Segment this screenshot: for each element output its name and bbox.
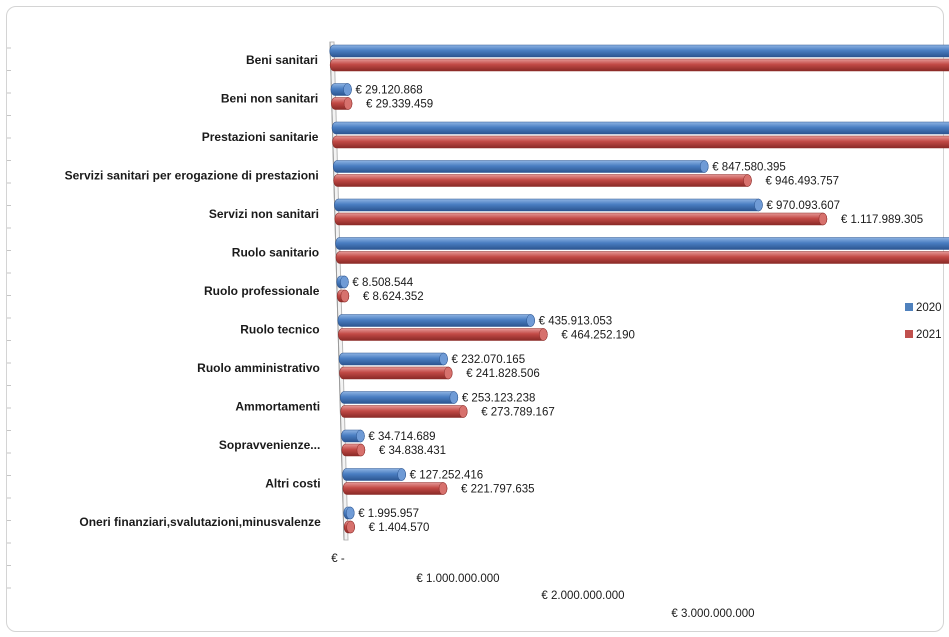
bar-cap-ammortamenti-2020 <box>449 391 459 404</box>
bar-cap-servizi-non-sanitari-2020 <box>754 198 763 212</box>
bar-cap-altri-costi-2021 <box>438 482 448 495</box>
bar-ruolo-amministrativo-2020 <box>338 352 448 366</box>
bar-cap-altri-costi-2020 <box>397 468 406 481</box>
value-label-oneri-finanziari-svalutazioni-minusvalenze-2021: € 1.404.570 <box>369 522 430 534</box>
bar-cap-ruolo-amministrativo-2021 <box>443 366 453 380</box>
bar-cap-ruolo-amministrativo-2020 <box>439 352 448 366</box>
value-label-ammortamenti-2020: € 253.123.238 <box>462 393 536 405</box>
value-label-altri-costi-2020: € 127.252.416 <box>410 470 484 482</box>
bar-altri-costi-2021 <box>342 482 448 495</box>
bar-cap-servizi-sanitari-per-erogazione-di-prestazioni-2020 <box>699 160 709 173</box>
category-label-beni-non-sanitari: Beni non sanitari <box>221 92 318 106</box>
bar-cap-servizi-sanitari-per-erogazione-di-prestazioni-2021 <box>743 174 752 187</box>
x-tick-label-2: € 2.000.000.000 <box>541 590 624 602</box>
bar-ammortamenti-2021 <box>340 405 468 418</box>
bar-servizi-sanitari-per-erogazione-di-prestazioni-2020 <box>332 160 709 173</box>
category-label-ammortamenti: Ammortamenti <box>235 400 320 414</box>
bar-ammortamenti-2020 <box>339 391 459 404</box>
bar-cap-oneri-finanziari-svalutazioni-minusvalenze-2021 <box>346 520 355 534</box>
category-label-ruolo-tecnico: Ruolo tecnico <box>240 323 319 337</box>
value-label-ruolo-amministrativo-2021: € 241.828.506 <box>466 368 540 380</box>
bar-cap-sopravvenienze-2021 <box>356 443 366 457</box>
value-label-sopravvenienze-2020: € 34.714.689 <box>368 431 435 443</box>
bar-cap-oneri-finanziari-svalutazioni-minusvalenze-2020 <box>345 506 355 520</box>
bar-cap-ruolo-professionale-2021 <box>340 289 350 303</box>
bar-beni-sanitari-2021 <box>329 58 949 72</box>
bar-cap-ammortamenti-2021 <box>458 405 468 418</box>
chart-walls <box>7 41 349 589</box>
legend-swatch-2020 <box>905 303 913 311</box>
value-label-altri-costi-2021: € 221.797.635 <box>461 484 535 496</box>
bar-altri-costi-2020 <box>342 468 406 481</box>
bar-ruolo-sanitario-2020 <box>335 237 949 250</box>
bar-prestazioni-sanitarie-2021 <box>332 135 949 149</box>
bar-cap-beni-non-sanitari-2020 <box>343 83 352 96</box>
x-tick-label-1: € 1.000.000.000 <box>416 573 499 585</box>
category-label-altri-costi: Altri costi <box>265 477 320 491</box>
value-label-servizi-non-sanitari-2021: € 1.117.989.305 <box>841 214 923 226</box>
value-label-beni-non-sanitari-2020: € 29.120.868 <box>356 85 423 97</box>
bar-cap-beni-non-sanitari-2021 <box>343 97 353 110</box>
bar-prestazioni-sanitarie-2020 <box>331 121 949 135</box>
value-label-servizi-non-sanitari-2020: € 970.093.607 <box>766 200 840 212</box>
category-label-servizi-non-sanitari: Servizi non sanitari <box>209 207 319 221</box>
bar-cap-ruolo-tecnico-2021 <box>539 328 548 341</box>
bar-cap-ruolo-tecnico-2020 <box>526 314 535 327</box>
category-label-ruolo-sanitario: Ruolo sanitario <box>232 246 319 260</box>
bar-servizi-non-sanitari-2020 <box>334 198 763 212</box>
labels-layer: € 1.826.287.354€ 1.960.824.975Beni sanit… <box>65 53 924 534</box>
bar-cap-sopravvenienze-2020 <box>356 429 365 443</box>
value-label-ruolo-professionale-2021: € 8.624.352 <box>363 291 424 303</box>
category-label-sopravvenienze: Sopravvenienze... <box>219 438 320 452</box>
bar-cap-ruolo-professionale-2020 <box>340 275 349 289</box>
category-label-servizi-sanitari-per-erogazione-di-prestazioni: Servizi sanitari per erogazione di prest… <box>65 169 319 183</box>
category-label-ruolo-professionale: Ruolo professionale <box>204 284 320 298</box>
bar-ruolo-tecnico-2021 <box>338 328 548 341</box>
legend-label-2021: 2021 <box>916 329 942 341</box>
bar-servizi-non-sanitari-2021 <box>334 212 828 226</box>
category-label-beni-sanitari: Beni sanitari <box>246 53 318 67</box>
bar-servizi-sanitari-per-erogazione-di-prestazioni-2021 <box>333 174 752 187</box>
legend: 2020 2021 <box>905 302 942 341</box>
bar-beni-sanitari-2020 <box>329 44 949 58</box>
category-label-oneri-finanziari-svalutazioni-minusvalenze: Oneri finanziari,svalutazioni,minusvalen… <box>79 515 321 529</box>
bar-cap-servizi-non-sanitari-2021 <box>818 212 828 226</box>
x-axis: € - € 1.000.000.000 € 2.000.000.000 € 3.000… <box>331 553 754 620</box>
value-label-servizi-sanitari-per-erogazione-di-prestazioni-2020: € 847.580.395 <box>712 162 786 174</box>
value-label-ammortamenti-2021: € 273.789.167 <box>481 407 555 419</box>
value-label-servizi-sanitari-per-erogazione-di-prestazioni-2021: € 946.493.757 <box>765 176 839 188</box>
legend-label-2020: 2020 <box>916 302 942 314</box>
bar-ruolo-sanitario-2021 <box>335 251 949 264</box>
value-label-ruolo-professionale-2020: € 8.508.544 <box>352 277 413 289</box>
category-label-ruolo-amministrativo: Ruolo amministrativo <box>197 361 320 375</box>
value-label-oneri-finanziari-svalutazioni-minusvalenze-2020: € 1.995.957 <box>358 508 419 520</box>
value-label-ruolo-tecnico-2021: € 464.252.190 <box>561 330 635 342</box>
x-tick-label-3: € 3.000.000.000 <box>671 608 754 620</box>
value-label-beni-non-sanitari-2021: € 29.339.459 <box>366 99 433 111</box>
bar-ruolo-tecnico-2020 <box>337 314 535 327</box>
x-tick-label-0: € - <box>331 553 345 565</box>
bar-ruolo-amministrativo-2021 <box>339 366 453 380</box>
category-label-prestazioni-sanitarie: Prestazioni sanitarie <box>202 130 319 144</box>
value-label-ruolo-tecnico-2020: € 435.913.053 <box>539 316 613 328</box>
value-label-sopravvenienze-2021: € 34.838.431 <box>379 445 446 457</box>
legend-swatch-2021 <box>905 330 913 338</box>
value-label-ruolo-amministrativo-2020: € 232.070.165 <box>452 354 526 366</box>
bars-layer <box>329 44 949 534</box>
